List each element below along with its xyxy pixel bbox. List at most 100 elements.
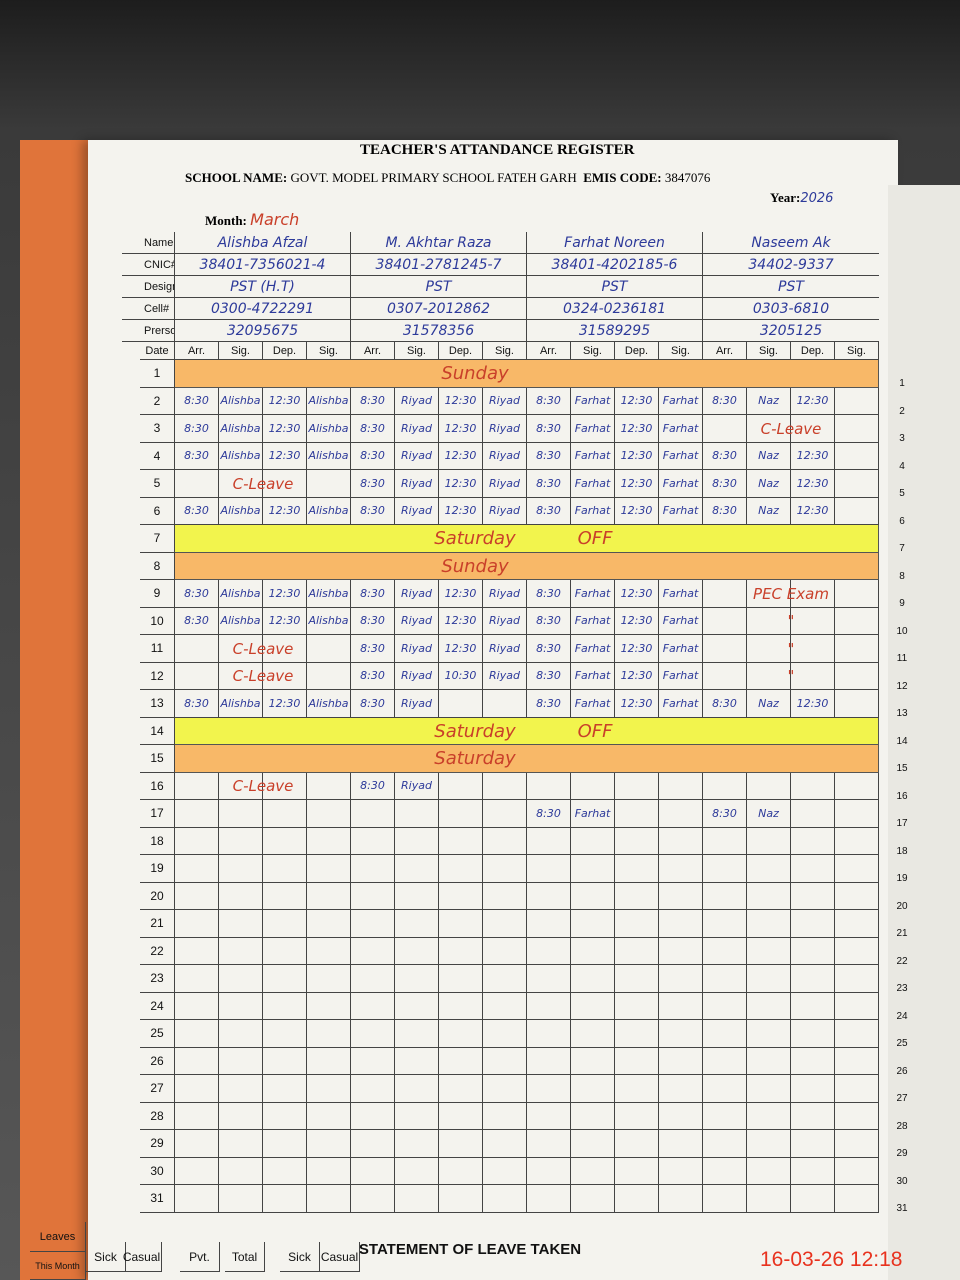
entry [747,635,791,663]
date: 29 [140,1130,175,1158]
entry: Farhat [571,800,615,828]
next-page-date: 23 [896,983,908,995]
entry: 8:30 [703,387,747,415]
entry: 8:30 [351,387,395,415]
entry: Riyad [395,690,439,718]
entry [703,1157,747,1185]
entry [263,662,307,690]
day-note: Sunday [441,555,509,577]
entry: Riyad [395,442,439,470]
entry [351,937,395,965]
entry: 12:30 [263,415,307,443]
date: 30 [140,1157,175,1185]
entry: 8:30 [703,497,747,525]
entry [175,882,219,910]
entry [395,1102,439,1130]
entry [439,1130,483,1158]
entry [747,1075,791,1103]
entry: Farhat [659,442,703,470]
timestamp: 16-03-26 12:18 [760,1248,903,1271]
footer-column: Casual [320,1242,360,1272]
entry [835,882,879,910]
entry: Riyad [483,387,527,415]
entry: Riyad [483,607,527,635]
entry [307,800,351,828]
entry [263,1130,307,1158]
entry [703,1130,747,1158]
teacher-designation: PST [527,276,703,298]
entry [835,442,879,470]
entry [263,1020,307,1048]
date: 20 [140,882,175,910]
entry: 12:30 [439,497,483,525]
entry: 8:30 [351,690,395,718]
next-page-date: 30 [896,1175,908,1187]
day-note: OFF [577,720,613,742]
entry [439,1075,483,1103]
entry: Farhat [659,662,703,690]
entry [263,635,307,663]
entry [307,882,351,910]
entry: 12:30 [791,497,835,525]
entry [527,772,571,800]
entry [615,1130,659,1158]
entry [615,1020,659,1048]
entry [219,1075,263,1103]
entry: Naz [747,497,791,525]
entry: 8:30 [703,470,747,498]
entry [747,910,791,938]
entry [175,800,219,828]
entry [483,965,527,993]
entry: Farhat [659,387,703,415]
entry: Riyad [483,442,527,470]
entry [219,1047,263,1075]
entry: 12:30 [263,690,307,718]
entry: 8:30 [175,607,219,635]
footer-label: This Month [30,1252,86,1280]
entry [175,1185,219,1213]
entry [395,965,439,993]
entry [263,1157,307,1185]
entry: Riyad [395,470,439,498]
entry [483,1102,527,1130]
entry: Alishba [307,415,351,443]
entry [307,1130,351,1158]
entry [351,1185,395,1213]
entry: 8:30 [175,497,219,525]
entry [263,772,307,800]
info-label: CNIC# [122,254,175,276]
entry [703,772,747,800]
entry [835,497,879,525]
column-header: Sig. [659,342,703,360]
entry [439,882,483,910]
date: 13 [140,690,175,718]
column-header: Sig. [747,342,791,360]
entry [835,827,879,855]
date: 28 [140,1102,175,1130]
entry [395,882,439,910]
entry [835,415,879,443]
entry [703,1020,747,1048]
entry: 12:30 [263,387,307,415]
footer-column: Pvt. [180,1242,220,1272]
entry [219,1102,263,1130]
teacher-cnic: 38401-4202185-6 [527,254,703,276]
entry: Farhat [571,607,615,635]
entry [835,1130,879,1158]
entry: 8:30 [527,607,571,635]
next-page-date: 28 [896,1120,908,1132]
school-name: GOVT. MODEL PRIMARY SCHOOL FATEH GARH [290,170,577,185]
entry: Farhat [571,415,615,443]
entry [791,800,835,828]
next-page-date: 10 [896,625,908,637]
entry [219,882,263,910]
entry: Riyad [483,497,527,525]
entry: Riyad [483,662,527,690]
entry [219,470,263,498]
entry [395,937,439,965]
entry [483,937,527,965]
title: TEACHER'S ATTANDANCE REGISTER [360,142,635,158]
next-page-date: 4 [899,460,905,472]
teacher-designation: PST (H.T) [175,276,351,298]
entry [175,635,219,663]
